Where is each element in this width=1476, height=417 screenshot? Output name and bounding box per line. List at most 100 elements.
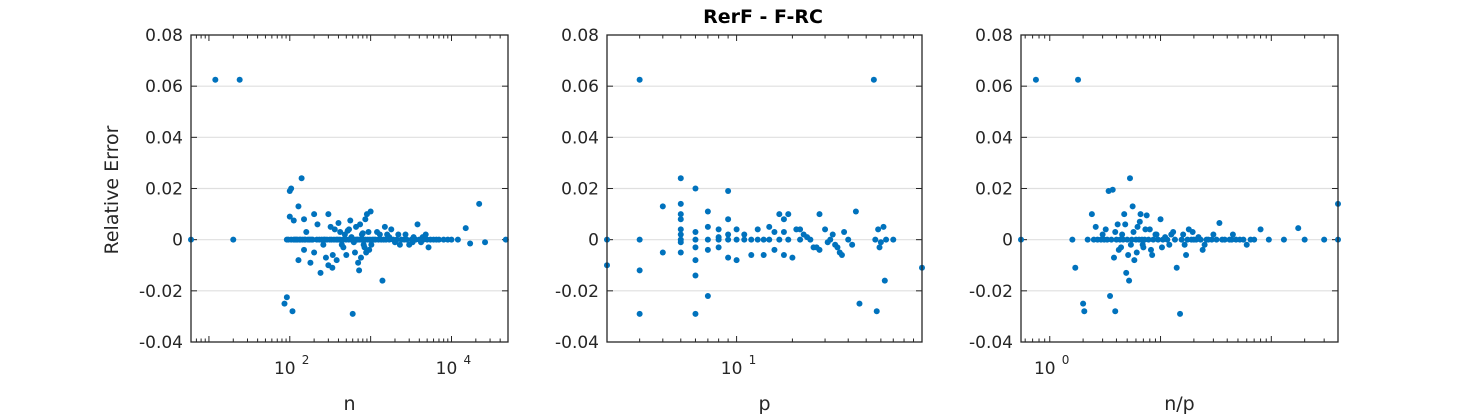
data-point xyxy=(365,228,372,235)
data-point xyxy=(1232,236,1239,243)
x-axis-label: p xyxy=(758,393,770,415)
data-point xyxy=(677,211,684,218)
data-point xyxy=(715,226,722,233)
data-point xyxy=(403,236,410,243)
data-point xyxy=(754,226,761,233)
data-point xyxy=(398,236,405,243)
data-point xyxy=(636,236,643,243)
data-point xyxy=(1136,218,1143,225)
y-tick-label: 0.04 xyxy=(975,128,1013,148)
data-point xyxy=(1121,211,1128,218)
data-point xyxy=(1112,308,1119,315)
data-point xyxy=(1143,212,1150,219)
data-point xyxy=(776,236,783,243)
data-point xyxy=(1243,241,1250,248)
data-point xyxy=(754,236,761,243)
data-point xyxy=(1155,236,1162,243)
data-point xyxy=(368,241,375,248)
data-point xyxy=(1199,246,1206,253)
data-point xyxy=(636,267,643,274)
data-point xyxy=(1081,308,1088,315)
y-tick-label: -0.02 xyxy=(139,282,183,302)
data-point xyxy=(715,236,722,243)
data-point xyxy=(1149,252,1156,259)
data-point xyxy=(1177,310,1184,317)
data-point xyxy=(659,249,666,256)
data-point xyxy=(325,211,332,218)
data-point xyxy=(409,239,416,246)
data-point xyxy=(852,208,859,215)
data-point xyxy=(841,228,848,235)
data-point xyxy=(677,226,684,233)
data-point xyxy=(340,244,347,251)
data-point xyxy=(230,236,237,243)
axes-frame xyxy=(1020,34,1339,343)
data-point xyxy=(1128,236,1135,243)
data-point xyxy=(692,272,699,279)
data-point xyxy=(1124,236,1131,243)
data-point xyxy=(309,236,316,243)
data-point xyxy=(311,211,318,218)
data-point xyxy=(1130,228,1137,235)
data-point xyxy=(462,225,469,232)
data-point xyxy=(766,236,773,243)
data-point xyxy=(1080,300,1087,307)
data-point xyxy=(1126,277,1133,284)
data-point xyxy=(356,267,363,274)
data-point xyxy=(733,257,740,264)
data-point xyxy=(414,221,421,228)
data-point xyxy=(704,223,711,230)
data-point xyxy=(482,239,489,246)
y-tick-label: -0.02 xyxy=(555,282,599,302)
y-tick-label: 0.02 xyxy=(561,180,599,200)
data-point xyxy=(1145,236,1152,243)
data-point xyxy=(427,236,434,243)
data-point xyxy=(288,185,295,192)
data-point xyxy=(1321,236,1328,243)
data-point xyxy=(1123,269,1130,276)
data-point xyxy=(677,249,684,256)
data-point xyxy=(1157,216,1164,223)
data-point xyxy=(877,239,884,246)
data-point xyxy=(1147,246,1154,253)
y-tick-label: 0.08 xyxy=(975,26,1013,46)
data-point xyxy=(1112,228,1119,235)
data-point xyxy=(785,211,792,218)
data-point xyxy=(1131,257,1138,264)
data-point xyxy=(1146,226,1153,233)
x-axis-label: n/p xyxy=(1164,393,1195,415)
data-point xyxy=(890,236,897,243)
data-point xyxy=(1084,236,1091,243)
scatter-panel-p: -0.04 -0.02 0 0.02 0.04 0.06 0.08 10 1 p xyxy=(555,26,925,415)
y-tick-label: 0.06 xyxy=(975,77,1013,97)
data-point xyxy=(1203,236,1210,243)
data-point xyxy=(396,241,403,248)
data-point xyxy=(1092,223,1099,230)
data-point xyxy=(1216,220,1223,227)
data-point xyxy=(741,231,748,238)
data-point xyxy=(677,175,684,182)
data-point xyxy=(873,308,880,315)
data-point xyxy=(1208,236,1215,243)
data-point xyxy=(1137,211,1144,218)
data-point xyxy=(1265,236,1272,243)
data-point xyxy=(301,246,308,253)
data-point xyxy=(1171,236,1178,243)
data-point xyxy=(1166,241,1173,248)
y-tick-label: 0.08 xyxy=(145,26,183,46)
y-tick-label: 0.04 xyxy=(145,128,183,148)
data-point xyxy=(748,252,755,259)
data-point xyxy=(349,310,356,317)
x-axis-label: n xyxy=(343,393,355,415)
data-point xyxy=(329,252,336,259)
data-point xyxy=(1127,241,1134,248)
data-point xyxy=(1181,241,1188,248)
data-point xyxy=(314,221,321,228)
data-point xyxy=(1164,236,1171,243)
data-point xyxy=(329,264,336,271)
data-point xyxy=(444,236,451,243)
data-point xyxy=(311,249,318,256)
data-point xyxy=(872,236,879,243)
data-point xyxy=(1142,226,1149,233)
y-tick-label: 0.06 xyxy=(145,77,183,97)
